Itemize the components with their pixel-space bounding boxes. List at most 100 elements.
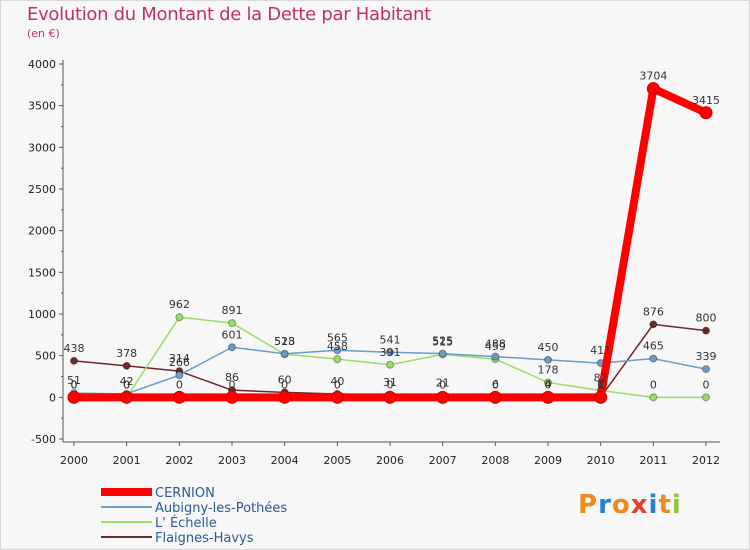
x-tick-label: 2000	[60, 454, 88, 467]
data-label: 0	[597, 378, 604, 391]
data-label: 0	[281, 378, 288, 391]
y-tick-label: 1000	[28, 308, 56, 321]
data-label: 565	[327, 331, 348, 344]
data-label: 876	[643, 305, 664, 318]
logo-letter: r	[598, 490, 612, 520]
data-label: 450	[538, 341, 559, 354]
data-label: 518	[274, 335, 295, 348]
data-label: 465	[643, 340, 664, 353]
data-point	[544, 378, 552, 387]
data-label: 411	[590, 344, 611, 357]
legend-label: Flaignes-Havys	[155, 531, 254, 546]
data-label: 178	[538, 364, 559, 377]
data-point	[333, 355, 342, 364]
x-tick-label: 2008	[481, 454, 509, 467]
data-point	[330, 390, 344, 404]
data-point	[120, 390, 134, 404]
logo-letter: P	[578, 490, 599, 520]
data-point	[333, 346, 342, 355]
data-point	[175, 313, 184, 322]
data-point	[702, 326, 710, 335]
logo-letter: i	[671, 490, 682, 520]
data-label: 314	[169, 352, 190, 365]
data-point	[649, 320, 658, 329]
series-layer	[67, 82, 713, 404]
data-label: 86	[225, 371, 239, 384]
data-label: 962	[169, 298, 190, 311]
data-point	[649, 354, 658, 363]
data-label: 488	[485, 338, 506, 351]
data-point	[488, 390, 502, 404]
logo-letter: x	[630, 490, 649, 520]
y-tick-label: 0	[49, 391, 56, 404]
data-point	[594, 390, 608, 404]
data-label: 0	[71, 378, 78, 391]
data-point	[122, 361, 131, 370]
proxiti-logo: Proxiti	[578, 490, 682, 520]
data-label: 378	[116, 347, 137, 360]
data-point	[70, 356, 78, 365]
data-label: 0	[71, 378, 78, 391]
y-tick-label: -500	[31, 433, 56, 446]
data-label: 458	[327, 340, 348, 353]
y-tick-label: 4000	[28, 58, 56, 71]
data-label: 523	[274, 335, 295, 348]
x-tick-label: 2002	[165, 454, 193, 467]
data-label: 515	[432, 335, 453, 348]
data-label: 60	[278, 373, 292, 386]
x-tick-label: 2012	[692, 454, 720, 467]
x-tick-label: 2010	[587, 454, 615, 467]
data-point	[172, 390, 186, 404]
data-label: 0	[123, 378, 130, 391]
data-point	[702, 365, 710, 374]
data-point	[225, 390, 239, 404]
data-point	[544, 355, 552, 364]
data-label: 891	[222, 304, 243, 317]
data-label: 3704	[639, 70, 667, 83]
data-point	[228, 319, 236, 328]
data-label: 51	[67, 374, 81, 387]
data-point	[436, 390, 450, 404]
data-label: 541	[380, 333, 401, 346]
data-label: 391	[380, 346, 401, 359]
unit-label: (en €)	[27, 27, 60, 40]
data-label: 438	[64, 342, 85, 355]
data-label: 3415	[692, 94, 720, 107]
data-label: 6	[492, 378, 499, 391]
data-point	[699, 106, 713, 120]
y-tick-label: 3000	[28, 141, 56, 154]
data-label: 31	[383, 376, 397, 389]
x-tick-label: 2005	[323, 454, 351, 467]
data-point	[175, 371, 184, 380]
x-tick-label: 2004	[271, 454, 299, 467]
axes: -500050010001500200025003000350040002000…	[28, 58, 720, 467]
data-label: 82	[594, 372, 608, 385]
chart-title: Evolution du Montant de la Dette par Hab…	[27, 4, 431, 25]
data-label: 40	[330, 375, 344, 388]
data-label: 0	[334, 378, 341, 391]
data-point	[649, 393, 658, 402]
data-label: 800	[696, 312, 717, 325]
data-label: 266	[169, 356, 190, 369]
x-tick-label: 2006	[376, 454, 404, 467]
data-point	[541, 390, 555, 404]
data-label: 0	[229, 378, 236, 391]
y-tick-label: 3500	[28, 100, 56, 113]
data-point	[228, 343, 236, 352]
data-label: 0	[545, 378, 552, 391]
data-point	[702, 393, 710, 402]
data-label: 0	[439, 378, 446, 391]
data-label: 525	[432, 335, 453, 348]
data-label: 21	[436, 377, 450, 390]
data-point	[280, 349, 289, 358]
y-tick-label: 1500	[28, 266, 56, 279]
logo-letter: t	[658, 490, 672, 520]
data-point	[646, 82, 660, 96]
data-label: 1	[597, 378, 604, 391]
x-tick-label: 2007	[429, 454, 457, 467]
data-label: 601	[222, 328, 243, 341]
x-tick-label: 2009	[534, 454, 562, 467]
data-point	[491, 352, 500, 361]
